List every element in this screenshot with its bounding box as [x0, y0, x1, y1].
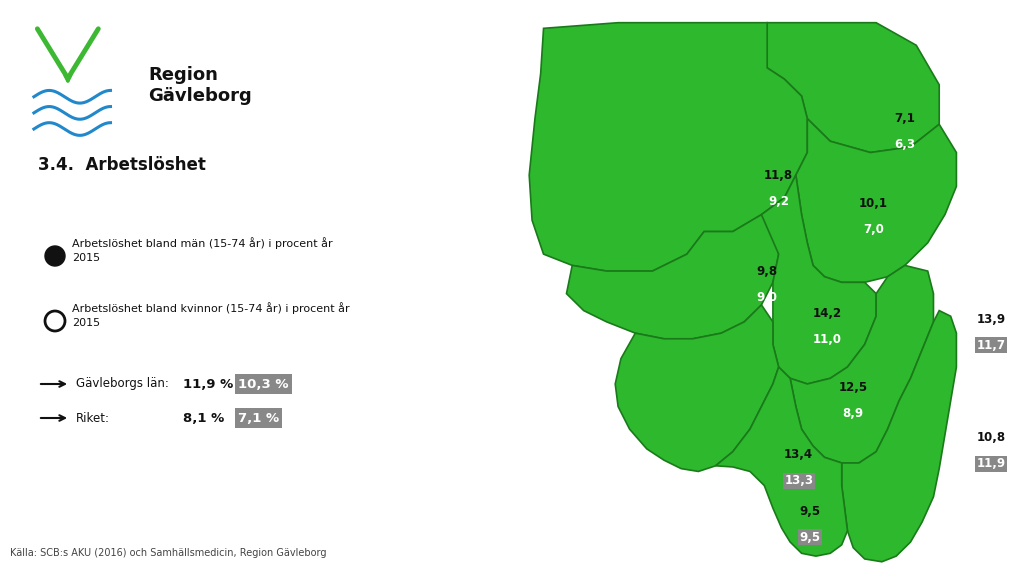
- Text: Källa: SCB:s AKU (2016) och Samhällsmedicin, Region Gävleborg: Källa: SCB:s AKU (2016) och Samhällsmedi…: [10, 548, 327, 558]
- Polygon shape: [767, 22, 939, 153]
- Polygon shape: [566, 215, 778, 339]
- Text: 7,1: 7,1: [894, 112, 915, 126]
- Polygon shape: [762, 175, 877, 384]
- Text: 13,9: 13,9: [976, 313, 1006, 326]
- Text: 9,0: 9,0: [757, 291, 777, 304]
- Text: 11,9: 11,9: [976, 457, 1006, 471]
- Text: Gävleborgs län:: Gävleborgs län:: [76, 377, 169, 391]
- Polygon shape: [791, 266, 934, 463]
- Text: 13,4: 13,4: [784, 448, 813, 461]
- Text: 14,2: 14,2: [813, 307, 842, 320]
- Text: 6,3: 6,3: [894, 138, 915, 151]
- Text: 11,8: 11,8: [764, 169, 794, 182]
- Text: 7,0: 7,0: [863, 223, 884, 236]
- Text: 3.4.  Arbetslöshet: 3.4. Arbetslöshet: [38, 156, 206, 174]
- Text: 11,7: 11,7: [976, 339, 1006, 352]
- Text: 9,5: 9,5: [800, 505, 821, 518]
- Text: Region
Gävleborg: Region Gävleborg: [148, 66, 252, 105]
- Polygon shape: [615, 305, 778, 471]
- Text: 11,9 %: 11,9 %: [183, 377, 233, 391]
- Text: 10,3 %: 10,3 %: [238, 377, 289, 391]
- Text: 9,5: 9,5: [800, 530, 821, 544]
- Polygon shape: [842, 310, 956, 562]
- Text: 9,2: 9,2: [768, 195, 790, 208]
- Text: 8,9: 8,9: [843, 407, 864, 419]
- Text: 10,8: 10,8: [976, 431, 1006, 444]
- Polygon shape: [716, 367, 848, 556]
- Text: Riket:: Riket:: [76, 411, 110, 425]
- Text: 9,8: 9,8: [757, 265, 778, 278]
- Text: 13,3: 13,3: [784, 474, 813, 487]
- Text: 8,1 %: 8,1 %: [183, 411, 224, 425]
- Text: 12,5: 12,5: [839, 381, 867, 393]
- Text: 10,1: 10,1: [859, 197, 888, 210]
- Text: 11,0: 11,0: [813, 333, 842, 346]
- Polygon shape: [529, 22, 807, 271]
- Text: Arbetslöshet bland män (15-74 år) i procent år
2015: Arbetslöshet bland män (15-74 år) i proc…: [72, 237, 333, 263]
- Circle shape: [45, 246, 65, 266]
- Text: Arbetslöshet bland kvinnor (15-74 år) i procent år
2015: Arbetslöshet bland kvinnor (15-74 år) i …: [72, 302, 349, 328]
- Text: 7,1 %: 7,1 %: [238, 411, 280, 425]
- Polygon shape: [796, 119, 956, 282]
